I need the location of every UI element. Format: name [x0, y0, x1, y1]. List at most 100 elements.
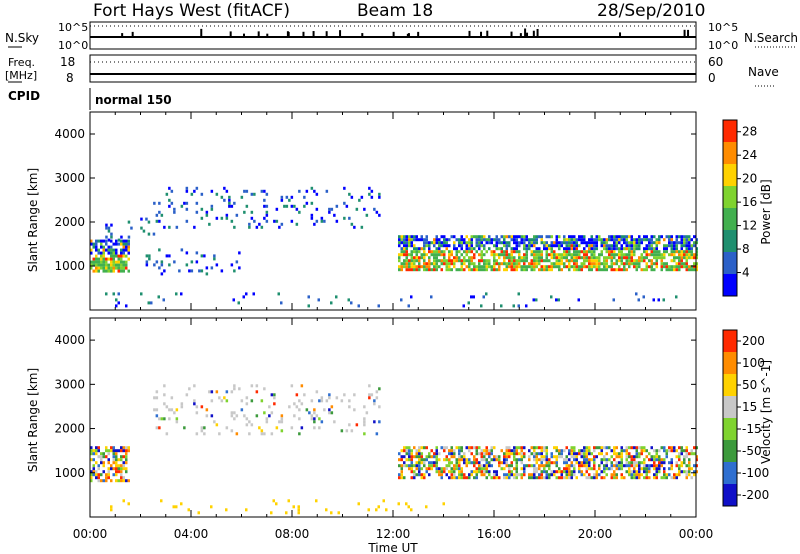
range-cell	[435, 256, 438, 260]
range-cell	[298, 417, 301, 421]
range-cell	[375, 390, 379, 394]
range-cell	[668, 473, 671, 477]
range-cell	[543, 241, 546, 245]
range-cell	[403, 265, 406, 269]
range-cell	[505, 458, 508, 462]
range-cell	[540, 268, 543, 272]
range-cell	[585, 446, 588, 450]
range-cell	[140, 217, 143, 221]
range-cell	[558, 235, 561, 239]
range-cell	[510, 464, 513, 468]
range-cell	[540, 259, 543, 263]
range-cell	[568, 467, 571, 471]
range-cell	[575, 250, 578, 254]
range-cell	[415, 265, 418, 269]
range-cell	[445, 247, 448, 251]
range-cell	[545, 470, 548, 474]
range-cell	[190, 192, 194, 196]
range-cell	[485, 259, 488, 263]
range-cell	[603, 238, 606, 242]
range-cell	[600, 268, 603, 272]
range-cell	[468, 259, 471, 263]
range-cell	[685, 452, 688, 456]
range-cell	[410, 476, 413, 480]
range-cell	[650, 241, 653, 245]
range-cell	[293, 414, 296, 418]
range-cell	[593, 476, 596, 480]
range-cell	[450, 452, 453, 456]
range-cell	[650, 446, 653, 450]
range-cell	[663, 256, 666, 260]
range-cell	[578, 244, 581, 248]
range-cell	[595, 455, 598, 459]
x-tick-label: 00:00	[679, 527, 714, 541]
range-cell	[685, 262, 688, 266]
range-cell	[160, 213, 164, 217]
range-cell	[413, 250, 416, 254]
range-cell	[588, 268, 591, 272]
range-cell	[570, 461, 573, 465]
range-cell	[307, 295, 310, 299]
range-cell	[495, 238, 498, 242]
range-cell	[578, 268, 581, 272]
range-cell	[152, 232, 156, 236]
range-cell	[120, 260, 123, 264]
power-frame	[89, 111, 697, 311]
range-cell	[673, 253, 676, 257]
range-cell	[628, 467, 631, 471]
range-cell	[650, 265, 653, 269]
range-cell	[508, 455, 511, 459]
range-cell	[435, 446, 438, 450]
range-cell	[508, 464, 511, 468]
range-cell	[440, 262, 443, 266]
range-cell	[315, 219, 319, 223]
range-cell	[493, 446, 496, 450]
range-cell	[400, 235, 403, 239]
range-cell	[685, 250, 688, 254]
range-cell	[570, 452, 573, 456]
range-cell	[463, 259, 466, 263]
range-cell	[410, 250, 413, 254]
range-cell	[613, 262, 616, 266]
range-cell	[470, 244, 473, 248]
range-cell	[125, 458, 128, 462]
range-cell	[110, 232, 113, 236]
range-cell	[620, 268, 623, 272]
range-cell	[373, 402, 376, 406]
range-cell	[498, 241, 501, 245]
range-cell	[95, 239, 98, 243]
range-cell	[463, 473, 466, 477]
range-cell	[680, 256, 683, 260]
range-cell	[510, 452, 513, 456]
range-cell	[568, 265, 571, 269]
range-cell	[430, 253, 433, 257]
range-cell	[370, 195, 374, 199]
range-cell	[405, 262, 408, 266]
range-cell	[493, 455, 496, 459]
range-cell	[588, 250, 591, 254]
range-cell	[658, 256, 661, 260]
range-cell	[440, 476, 443, 480]
range-cell	[95, 461, 98, 465]
range-cell	[485, 476, 488, 480]
range-cell	[188, 387, 191, 391]
range-cell	[465, 461, 468, 465]
range-cell	[475, 461, 478, 465]
range-cell	[313, 408, 316, 412]
range-cell	[245, 423, 249, 427]
range-cell	[540, 470, 543, 474]
range-cell	[588, 461, 591, 465]
range-cell	[613, 452, 616, 456]
range-cell	[195, 186, 199, 190]
range-cell	[505, 461, 508, 465]
range-cell	[675, 449, 678, 453]
range-cell	[643, 238, 646, 242]
range-cell	[508, 259, 511, 263]
range-cell	[688, 458, 691, 462]
range-cell	[568, 458, 571, 462]
range-cell	[663, 476, 666, 480]
range-cell	[193, 189, 196, 193]
range-cell	[555, 262, 558, 266]
velocity-scatter	[90, 384, 698, 515]
